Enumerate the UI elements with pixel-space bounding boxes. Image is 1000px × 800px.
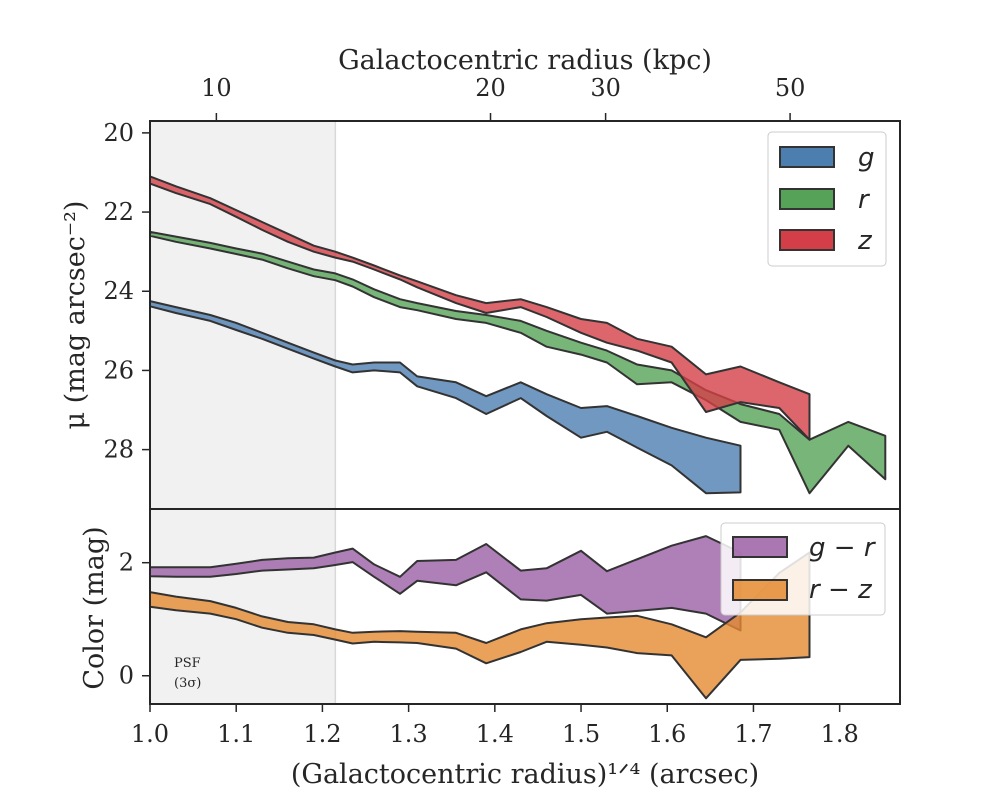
top-secondary-x-axis-ticks: 10 20 30 50: [201, 74, 805, 121]
bottom-x-tick-label: 1.6: [648, 720, 686, 748]
legend-swatch-r: [779, 188, 835, 210]
legend-label-z: z: [857, 226, 873, 256]
top-y-tick-label: 28: [103, 436, 134, 464]
bottom-x-tick-label: 1.3: [390, 720, 428, 748]
legend-label-r-z: r − z: [809, 575, 873, 605]
bottom-x-tick-label: 1.4: [476, 720, 514, 748]
top-legend: g r z: [767, 131, 887, 267]
bottom-y-tick-label: 2: [119, 549, 134, 577]
top-y-tick-label: 20: [103, 119, 134, 147]
top-x-axis-title: Galactocentric radius (kpc): [338, 45, 712, 76]
bottom-x-tick-label: 1.1: [217, 720, 255, 748]
top-x-tick-label: 10: [201, 74, 232, 102]
legend-swatch-r-z: [732, 579, 788, 601]
band-z-surface-brightness: [149, 175, 811, 441]
legend-label-g: g: [858, 143, 875, 173]
bottom-x-tick-label: 1.5: [562, 720, 600, 748]
band-r-surface-brightness: [149, 230, 887, 495]
bottom-x-tick-label: 1.0: [131, 720, 169, 748]
bottom-x-axis-ticks: 1.0 1.1 1.2 1.3 1.4 1.5 1.6 1.7 1.8: [131, 704, 859, 748]
top-y-axis-ticks: 20 22 24 26 28: [103, 119, 150, 464]
bottom-y-tick-label: 0: [119, 662, 134, 690]
legend-label-g-r: g − r: [809, 533, 877, 563]
psf-annotation-line-2: (3σ): [174, 676, 201, 691]
top-series-group: [149, 175, 887, 495]
band-g-surface-brightness: [149, 300, 742, 495]
bottom-x-tick-label: 1.2: [303, 720, 341, 748]
top-y-tick-label: 24: [103, 277, 134, 305]
top-x-tick-label: 30: [590, 74, 621, 102]
bottom-panel-frame: [149, 508, 901, 705]
bottom-x-axis-title: (Galactocentric radius)¹ᐟ⁴ (arcsec): [291, 759, 759, 790]
top-y-tick-label: 26: [103, 356, 134, 384]
legend-swatch-z: [779, 229, 835, 251]
bottom-legend: g − r r − z: [720, 522, 886, 616]
bottom-x-tick-label: 1.8: [821, 720, 859, 748]
top-x-tick-label: 50: [775, 74, 806, 102]
top-x-tick-label: 20: [475, 74, 506, 102]
legend-label-r: r: [858, 185, 871, 215]
bottom-y-axis-title: Color (mag): [79, 526, 110, 689]
bottom-x-tick-label: 1.7: [734, 720, 772, 748]
legend-swatch-g-r: [732, 536, 788, 558]
bottom-y-axis-ticks: 02: [119, 549, 150, 690]
top-y-axis-title: μ (mag arcsec⁻²): [60, 201, 91, 430]
top-panel: 20 22 24 26 28 10 20 30 50 Galactocentric radiu…: [60, 45, 901, 510]
psf-region-top: [150, 121, 336, 509]
bottom-panel: 02 1.0 1.1 1.2 1.3 1.4 1.5 1.6 1.7 1.8 PSF (3σ) …: [79, 508, 901, 790]
band-r-z-color: [149, 551, 811, 700]
top-y-tick-label: 22: [103, 198, 134, 226]
legend-swatch-g: [779, 146, 835, 168]
bottom-series-group: [149, 535, 811, 700]
psf-annotation-line-1: PSF: [174, 656, 201, 671]
